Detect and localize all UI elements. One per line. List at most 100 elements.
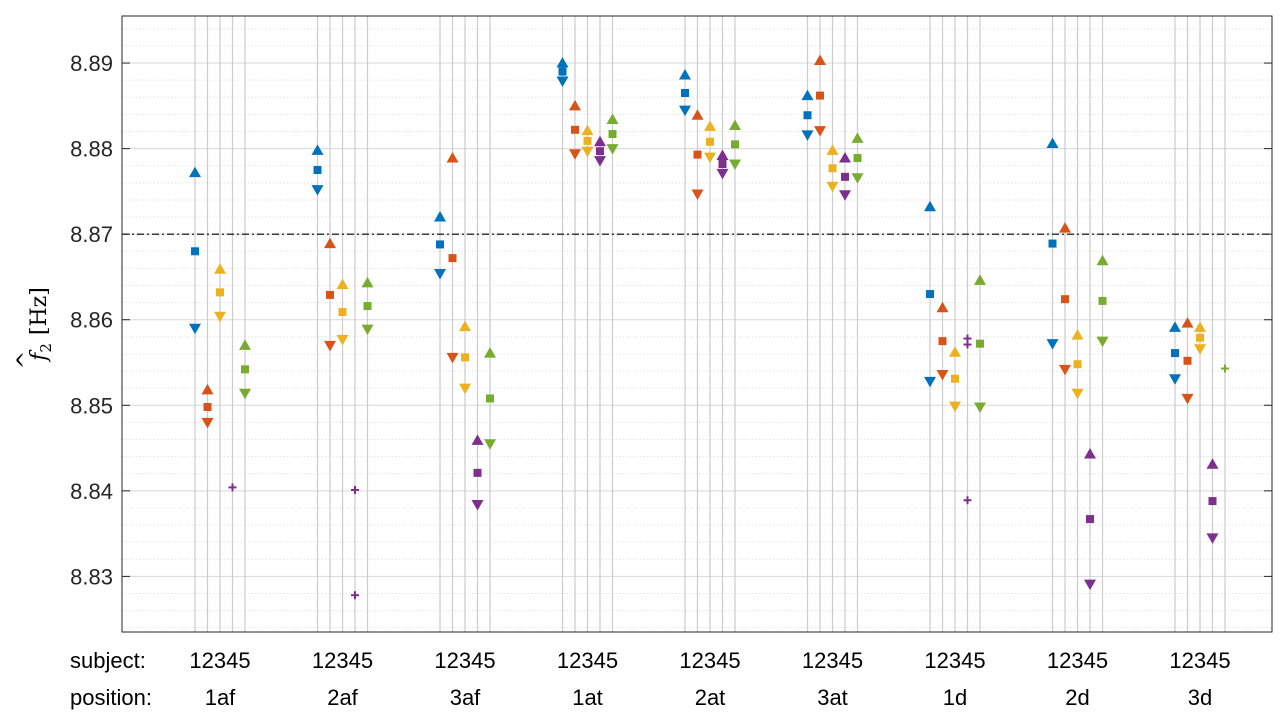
lower-bound-marker: [581, 146, 594, 158]
upper-bound-marker: [1084, 448, 1096, 459]
single-marker: [963, 496, 972, 505]
lower-bound-marker: [974, 402, 986, 413]
y-axis-label-unit: [Hz]: [27, 287, 52, 335]
subject-numbers-label: 12345: [679, 648, 740, 673]
estimate-marker: [473, 468, 482, 477]
position-label: 1d: [943, 685, 967, 710]
estimate-marker: [1061, 295, 1069, 304]
lower-bound-marker: [324, 340, 336, 352]
estimate-marker: [951, 374, 959, 383]
lower-bound-marker: [434, 269, 446, 280]
estimate-marker: [313, 166, 322, 174]
lower-bound-marker: [1096, 336, 1109, 348]
y-tick-label: 8.89: [70, 51, 113, 76]
y-tick-label: 8.85: [70, 393, 113, 418]
estimate-marker: [596, 147, 604, 156]
upper-bound-marker: [569, 99, 581, 111]
estimate-marker: [436, 240, 444, 249]
lower-bound-marker: [484, 439, 496, 450]
y-axis: 8.83 8.84 8.85 8.86 8.87 8.88 8.89: [70, 51, 1272, 589]
position-group-1af: [189, 166, 251, 492]
single-marker: [351, 485, 359, 494]
estimate-marker: [571, 125, 579, 134]
estimate-marker: [583, 136, 592, 145]
lower-bound-marker: [1059, 364, 1071, 376]
upper-bound-marker: [1169, 321, 1181, 332]
upper-bound-marker: [1071, 329, 1084, 340]
position-group-3at: [801, 54, 864, 201]
lower-bound-marker: [936, 369, 949, 381]
lower-bound-marker: [594, 156, 606, 167]
position-row-label: position:: [70, 685, 152, 710]
estimate-marker: [803, 111, 812, 120]
upper-bound-marker: [704, 120, 716, 131]
estimate-marker: [461, 353, 469, 362]
lower-bound-marker: [361, 324, 374, 336]
upper-bound-marker: [214, 263, 226, 274]
lower-bound-marker: [606, 144, 619, 155]
upper-bound-marker: [1181, 317, 1194, 328]
estimate-marker: [681, 89, 689, 97]
upper-bound-marker: [594, 135, 606, 147]
position-label: 1af: [205, 685, 236, 710]
estimate-marker: [853, 154, 862, 163]
estimate-marker: [338, 308, 347, 317]
estimate-marker: [1208, 497, 1217, 506]
upper-bound-marker: [581, 124, 594, 136]
lower-bound-marker: [1084, 579, 1096, 591]
estimate-marker: [1098, 296, 1107, 305]
upper-bound-marker: [839, 152, 851, 163]
estimate-marker: [938, 337, 947, 346]
position-group-1d: [924, 200, 986, 505]
estimate-marker: [926, 290, 934, 299]
lower-bound-marker: [459, 383, 471, 395]
upper-bound-marker: [801, 89, 814, 101]
upper-bound-marker: [729, 119, 741, 131]
estimate-marker: [1171, 349, 1179, 358]
y-tick-label: 8.83: [70, 564, 113, 589]
subject-numbers-label: 12345: [802, 648, 863, 673]
y-axis-label: f2[Hz]^: [14, 287, 55, 369]
lower-bound-marker: [201, 417, 214, 429]
position-label: 2af: [327, 685, 358, 710]
estimate-marker: [363, 302, 372, 311]
estimate-marker: [706, 137, 714, 146]
position-label: 3at: [817, 685, 848, 710]
estimate-marker: [693, 150, 702, 159]
lower-bound-marker: [924, 376, 936, 388]
upper-bound-marker: [1059, 222, 1071, 233]
y-tick-label: 8.84: [70, 479, 113, 504]
upper-bound-marker: [691, 109, 704, 120]
y-tick-label: 8.86: [70, 308, 113, 333]
lower-bound-marker: [1169, 374, 1181, 385]
upper-bound-marker: [484, 347, 496, 358]
y-axis-label-subscript: 2: [37, 343, 55, 353]
upper-bound-marker: [556, 57, 569, 68]
subject-numbers-label: 12345: [557, 648, 618, 673]
upper-bound-marker: [949, 346, 961, 357]
lower-bound-marker: [189, 323, 201, 335]
upper-bound-marker: [924, 200, 936, 212]
lower-bound-marker: [826, 181, 839, 193]
subject-row-label: subject:: [70, 648, 146, 673]
lower-bound-marker: [1046, 339, 1059, 350]
lower-bound-marker: [704, 152, 716, 164]
upper-bound-marker: [1206, 458, 1219, 469]
estimate-marker: [1086, 515, 1094, 524]
estimate-marker: [816, 91, 824, 100]
single-marker: [351, 591, 359, 600]
upper-bound-marker: [826, 144, 839, 155]
upper-bound-marker: [361, 276, 374, 288]
position-label: 1at: [572, 685, 603, 710]
position-group-3af: [434, 152, 496, 511]
single-marker: [1221, 364, 1229, 373]
lower-bound-marker: [801, 130, 814, 141]
lower-bound-marker: [1194, 344, 1206, 355]
upper-bound-marker: [311, 144, 324, 155]
lower-bound-marker: [446, 352, 459, 364]
upper-bound-marker: [239, 339, 251, 350]
upper-bound-marker: [1194, 321, 1206, 332]
lower-bound-marker: [839, 190, 851, 201]
category-labels: subject: position: 12345 1af 12345 2af 12345 3a…: [70, 648, 1231, 710]
